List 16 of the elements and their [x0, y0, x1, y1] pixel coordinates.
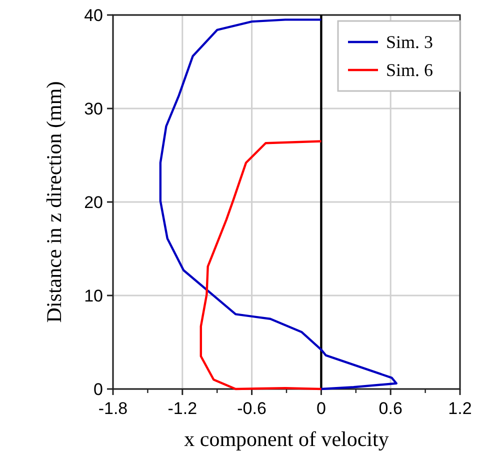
- y-axis-title: Distance in z direction (mm): [42, 81, 66, 323]
- x-tick-label: 0: [316, 399, 326, 418]
- line-series: [200, 140, 322, 390]
- x-tick-label: -0.6: [237, 399, 266, 418]
- y-tick-label: 10: [84, 286, 103, 306]
- legend-label: Sim. 6: [386, 60, 434, 80]
- y-tick-label: 40: [84, 6, 103, 25]
- x-axis-title: x component of velocity: [184, 427, 390, 451]
- x-tick-label: 0.6: [378, 399, 402, 418]
- legend-label: Sim. 3: [386, 32, 434, 52]
- x-tick-label: -1.8: [98, 399, 128, 418]
- y-tick-label: 20: [84, 193, 103, 212]
- x-tick-label: 1.2: [448, 399, 472, 418]
- x-tick-label: -1.2: [168, 399, 198, 418]
- y-tick-label: 30: [84, 100, 103, 118]
- y-tick-label: 0: [94, 380, 103, 399]
